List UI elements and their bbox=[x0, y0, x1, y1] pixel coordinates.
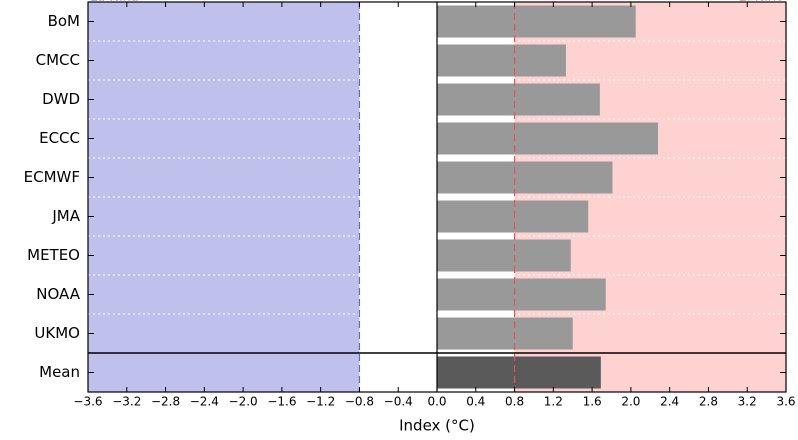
x-tick-label: 0.8 bbox=[505, 395, 524, 409]
x-tick-label: −0.4 bbox=[384, 395, 413, 409]
bar bbox=[437, 122, 659, 155]
x-tick-label: 1.6 bbox=[583, 395, 602, 409]
bar bbox=[437, 83, 600, 116]
x-tick-label: 2.0 bbox=[621, 395, 640, 409]
x-tick-label: 2.8 bbox=[699, 395, 718, 409]
bar bbox=[437, 44, 566, 77]
x-tick-label: −1.2 bbox=[306, 395, 335, 409]
y-tick-label: Mean bbox=[39, 363, 80, 381]
plot-frame bbox=[87, 1, 787, 393]
x-tick-label: −0.8 bbox=[345, 395, 374, 409]
y-tick-label: CMCC bbox=[36, 51, 80, 69]
x-tick-label: 3.6 bbox=[776, 395, 795, 409]
x-tick-label: 0.4 bbox=[466, 395, 485, 409]
x-tick-label: 2.4 bbox=[660, 395, 679, 409]
x-tick-label: 1.2 bbox=[544, 395, 563, 409]
bar bbox=[437, 356, 601, 389]
y-tick-label: BoM bbox=[48, 12, 80, 30]
x-tick-label: −2.4 bbox=[190, 395, 219, 409]
x-tick-label: −2.0 bbox=[229, 395, 258, 409]
bar bbox=[437, 278, 606, 311]
bar bbox=[437, 161, 613, 194]
bar bbox=[437, 317, 573, 350]
x-axis-label: Index (°C) bbox=[399, 417, 475, 435]
x-tick-label: 3.2 bbox=[738, 395, 757, 409]
x-tick-label: −1.6 bbox=[267, 395, 296, 409]
bar bbox=[437, 200, 589, 233]
x-tick-label: 0.0 bbox=[427, 395, 446, 409]
x-tick-label: −2.8 bbox=[151, 395, 180, 409]
bar bbox=[437, 239, 571, 272]
x-tick-label: −3.6 bbox=[73, 395, 102, 409]
bar bbox=[437, 5, 636, 38]
y-tick-label: ECCC bbox=[39, 129, 80, 147]
y-tick-label: DWD bbox=[42, 90, 80, 108]
y-tick-label: ECMWF bbox=[24, 168, 80, 186]
y-tick-label: UKMO bbox=[34, 324, 80, 342]
x-tick-label: −3.2 bbox=[112, 395, 141, 409]
y-tick-label: JMA bbox=[51, 207, 80, 225]
y-tick-label: NOAA bbox=[36, 285, 80, 303]
y-tick-label: METEO bbox=[27, 246, 80, 264]
